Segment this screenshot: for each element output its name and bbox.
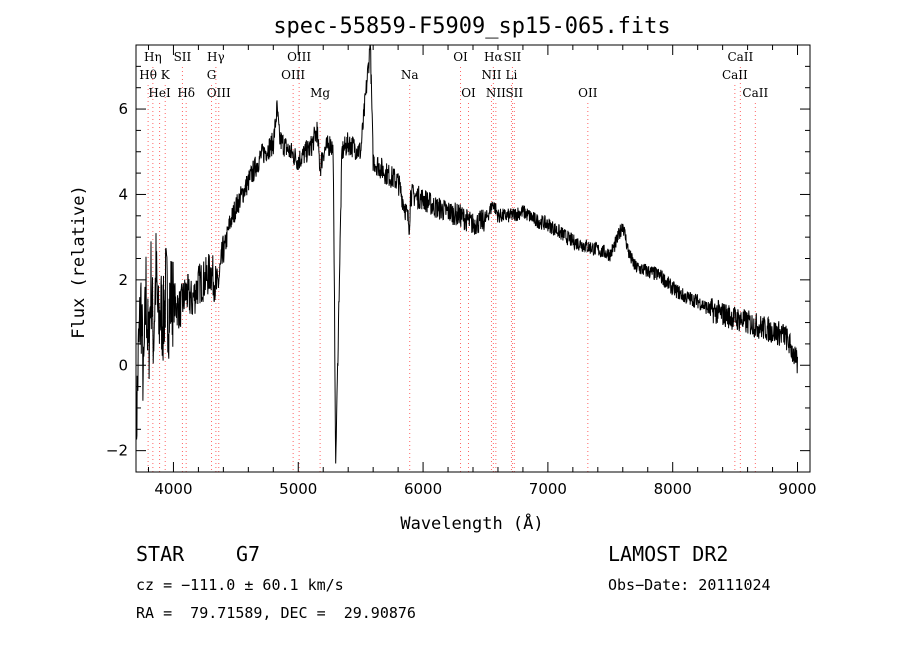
line-label: Hγ	[207, 50, 225, 64]
line-label: Na	[401, 68, 419, 82]
y-tick-label: 4	[118, 185, 128, 203]
line-label: SII	[174, 50, 192, 64]
y-tick-label: 0	[118, 356, 128, 374]
line-label: G	[207, 68, 217, 82]
x-tick-label: 4000	[154, 480, 192, 498]
object-class: STAR	[136, 542, 185, 566]
line-label: OI	[453, 50, 468, 64]
coordinates: RA = 79.71589, DEC = 29.90876	[136, 604, 416, 622]
line-label: NII	[481, 68, 501, 82]
subclass: G7	[236, 542, 261, 566]
line-label: NII	[486, 86, 506, 100]
line-label: Hδ	[177, 86, 195, 100]
line-label: Hθ	[139, 68, 157, 82]
line-label: CaII	[722, 68, 748, 82]
x-tick-label: 6000	[404, 480, 442, 498]
line-label: CaII	[742, 86, 768, 100]
line-label: SII	[504, 50, 522, 64]
x-axis: 4000 5000 6000 7000 8000 9000	[147, 45, 817, 498]
x-axis-label: Wavelength (Å)	[400, 512, 543, 534]
survey-name: LAMOST DR2	[608, 542, 729, 566]
chart-title: spec-55859-F5909_sp15-065.fits	[273, 14, 670, 39]
line-label: OIII	[281, 68, 305, 82]
plot-frame	[135, 44, 811, 473]
x-tick-label: 7000	[529, 480, 567, 498]
line-label: CaII	[727, 50, 753, 64]
line-label: OIII	[287, 50, 311, 64]
y-tick-label: 6	[118, 100, 128, 118]
spectrum-series	[135, 44, 798, 464]
x-tick-label: 8000	[654, 480, 692, 498]
line-label: Hη	[144, 50, 162, 64]
x-tick-label: 9000	[778, 480, 816, 498]
line-label: SII	[505, 86, 523, 100]
y-tick-label: −2	[106, 442, 128, 460]
line-label: Hα	[484, 50, 503, 64]
line-label: HeI	[148, 86, 171, 100]
line-label: OII	[578, 86, 598, 100]
line-label: K	[161, 68, 171, 82]
x-tick-label: 5000	[279, 480, 317, 498]
y-tick-label: 2	[118, 271, 128, 289]
line-label: Mg	[310, 86, 330, 100]
line-label: Li	[506, 68, 518, 82]
y-axis-label: Flux (relative)	[69, 185, 89, 339]
redshift-info: cz = −111.0 ± 60.1 km/s	[136, 576, 344, 594]
obs-date: Obs−Date: 20111024	[608, 576, 771, 594]
line-label: OIII	[207, 86, 231, 100]
line-label: OI	[461, 86, 476, 100]
line-markers	[147, 67, 756, 472]
